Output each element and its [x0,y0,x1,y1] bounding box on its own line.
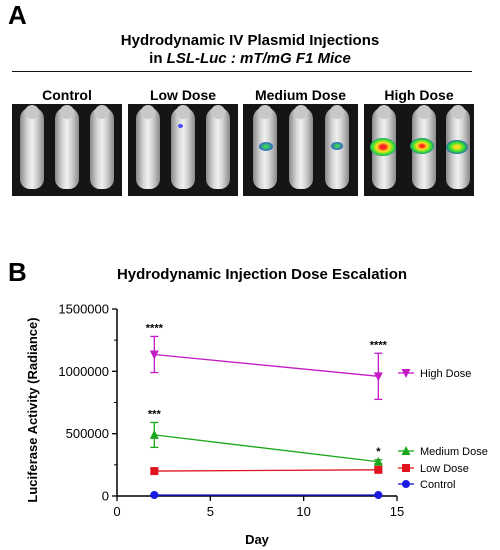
low-dose-line [154,469,379,472]
subtitle-strain: LSL-Luc : mT/mG F1 Mice [166,50,351,67]
control-mice-image [12,104,122,196]
mouse [206,105,230,189]
mouse [289,105,313,189]
group-label-control: Control [42,87,92,103]
legend-label-low-dose: Low Dose [420,463,469,475]
x-tick-label: 10 [296,504,310,519]
medium-dose-point [149,429,159,439]
y-axis-label: Luciferase Activity (Radiance) [25,317,40,502]
panel-a-title: Hydrodynamic IV Plasmid Injections [120,32,380,49]
subtitle-prefix: in [149,50,167,67]
low-dose-mice-image [128,104,238,196]
control-point [374,491,383,500]
mouse [136,105,160,189]
legend-marker-control [402,480,410,488]
signal-spot [370,138,396,156]
x-tick-label: 5 [207,504,214,519]
high-dose-point [149,350,159,360]
signal-spot [331,142,343,150]
legend-marker-low-dose [402,464,410,472]
high-dose-point [373,372,383,382]
legend-label-high-dose: High Dose [420,368,471,380]
panel-a-letter: A [8,0,27,30]
group-label-high-dose: High Dose [384,87,454,103]
significance-label: * [376,446,381,458]
legend-label-control: Control [420,479,455,491]
medium-dose-point [373,456,383,466]
y-tick-label: 1500000 [58,302,109,317]
significance-label: **** [146,322,164,334]
group-label-low-dose: Low Dose [149,87,217,103]
mouse [171,105,195,189]
mouse [55,105,79,189]
chart-title: Hydrodynamic Injection Dose Escalation [117,266,407,283]
mouse [253,105,277,189]
mouse [20,105,44,189]
legend-marker-medium-dose [401,446,411,455]
legend-label-medium-dose: Medium Dose [420,446,488,458]
low-dose-point [150,467,159,476]
medium-dose-line [154,434,379,463]
dose-escalation-chart: Hydrodynamic Injection Dose Escalation L… [25,266,488,547]
signal-spot [446,140,468,154]
control-point [150,491,159,500]
y-tick-label: 0 [102,489,109,504]
significance-label: **** [370,339,388,351]
x-tick-label: 0 [113,504,120,519]
significance-label: *** [148,408,162,420]
signal-spot [410,138,434,154]
signal-spot [178,124,183,128]
x-tick-label: 15 [390,504,404,519]
y-tick-label: 500000 [66,426,109,441]
group-label-medium-dose: Medium Dose [254,87,346,103]
signal-spot [259,142,273,151]
panel-b-letter: B [8,257,27,287]
x-axis-label: Day [245,532,270,547]
mouse [90,105,114,189]
y-tick-label: 1000000 [58,364,109,379]
title-rule [12,71,472,72]
high-dose-line [154,353,379,377]
legend-marker-high-dose [401,369,411,378]
low-dose-point [374,465,383,474]
medium-dose-mice-image [243,104,358,196]
panel-a-subtitle: in LSL-Luc : mT/mG F1 Mice [60,50,440,67]
high-dose-mice-image [364,104,474,196]
